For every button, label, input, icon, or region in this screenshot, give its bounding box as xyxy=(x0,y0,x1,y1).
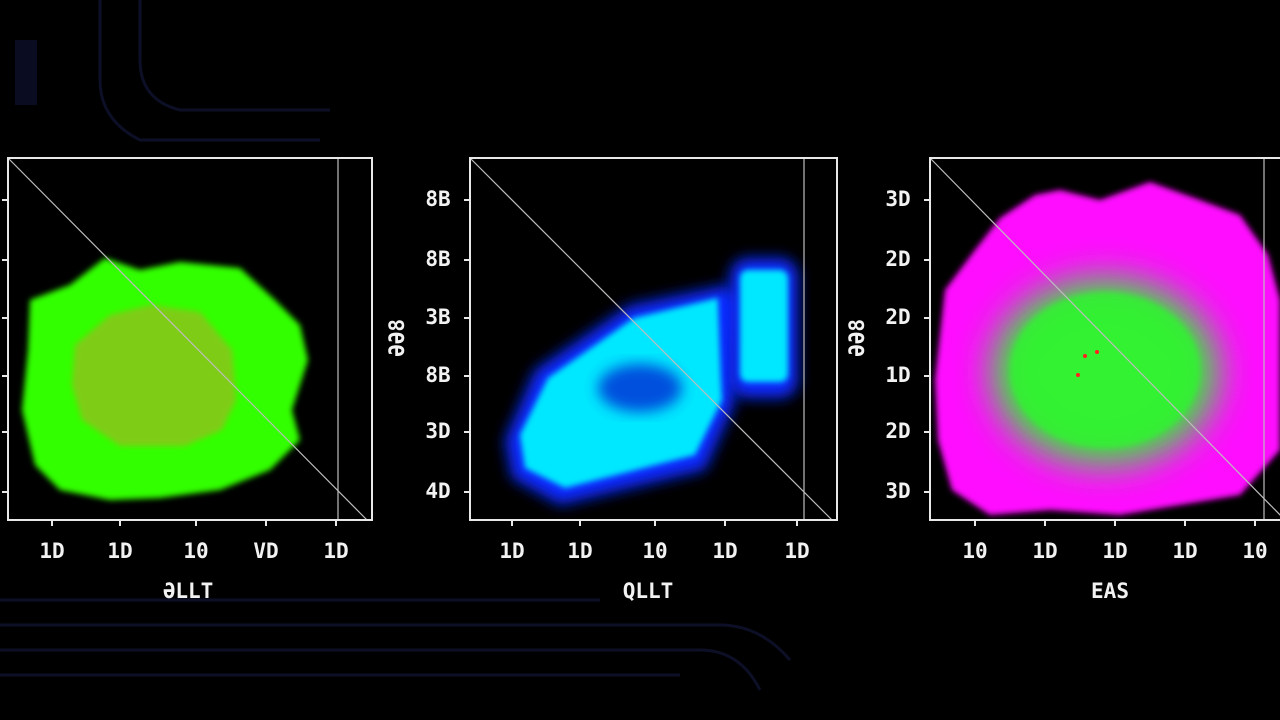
x-tick-label: 1D xyxy=(784,539,809,563)
y-axis-label: ƏƏ8 xyxy=(385,319,409,357)
y-tick-label: 2D xyxy=(885,305,910,329)
density-point xyxy=(1083,354,1087,358)
y-tick-label: 1D xyxy=(885,363,910,387)
diagonal-line xyxy=(929,157,1280,516)
x-tick-label: 1D xyxy=(39,539,64,563)
plot-panel: 1D 1D 10 VD 1D ƏLLT xyxy=(2,157,373,603)
x-axis-label: EAS xyxy=(1091,579,1129,603)
y-tick-label: 8B xyxy=(425,363,450,387)
x-tick-label: 1D xyxy=(323,539,348,563)
plot-frame xyxy=(929,157,1280,521)
y-tick-label: 8B xyxy=(425,247,450,271)
y-axis-label: ƏƏ8 xyxy=(845,319,869,357)
density-core xyxy=(598,364,682,412)
x-tick-label: 1D xyxy=(567,539,592,563)
x-tick-label: 10 xyxy=(1242,539,1267,563)
density-point xyxy=(1095,350,1099,354)
x-tick-label: 10 xyxy=(183,539,208,563)
plot-panel: 1D 1D 10 1D 1D 8B 8B 3B 8B 3D 4D QLLT ƏƏ8 xyxy=(385,157,838,603)
x-tick-label: 1D xyxy=(1102,539,1127,563)
diagonal-line xyxy=(469,157,833,521)
y-tick-label: 8B xyxy=(425,187,450,211)
density-fill xyxy=(740,270,788,382)
y-tick-label: 3D xyxy=(425,419,450,443)
y-tick-label: 3B xyxy=(425,305,450,329)
x-tick-label: VD xyxy=(253,539,278,563)
y-tick-label: 2D xyxy=(885,247,910,271)
x-tick-label: 1D xyxy=(1172,539,1197,563)
y-tick-label: 4D xyxy=(425,479,450,503)
plot-frame xyxy=(7,157,373,521)
y-tick-label: 3D xyxy=(885,187,910,211)
x-tick-label: 1D xyxy=(107,539,132,563)
plot-panel: 10 1D 1D 1D 10 3D 2D 2D 1D 2D 3D EAS ƏƏ8 xyxy=(845,157,1280,603)
y-tick-label: 2D xyxy=(885,419,910,443)
density-inner xyxy=(72,305,236,446)
diagonal-line xyxy=(7,157,368,521)
x-tick-label: 10 xyxy=(962,539,987,563)
y-tick-label: 3D xyxy=(885,479,910,503)
x-axis-label: QLLT xyxy=(623,579,674,603)
density-point xyxy=(1076,373,1080,377)
density-inner xyxy=(1010,292,1200,448)
x-tick-label: 10 xyxy=(642,539,667,563)
background-lines xyxy=(0,0,792,691)
plot-frame xyxy=(469,157,838,521)
x-tick-label: 1D xyxy=(712,539,737,563)
x-tick-label: 1D xyxy=(499,539,524,563)
x-tick-label: 1D xyxy=(1032,539,1057,563)
x-axis-label: ƏLLT xyxy=(163,579,214,603)
